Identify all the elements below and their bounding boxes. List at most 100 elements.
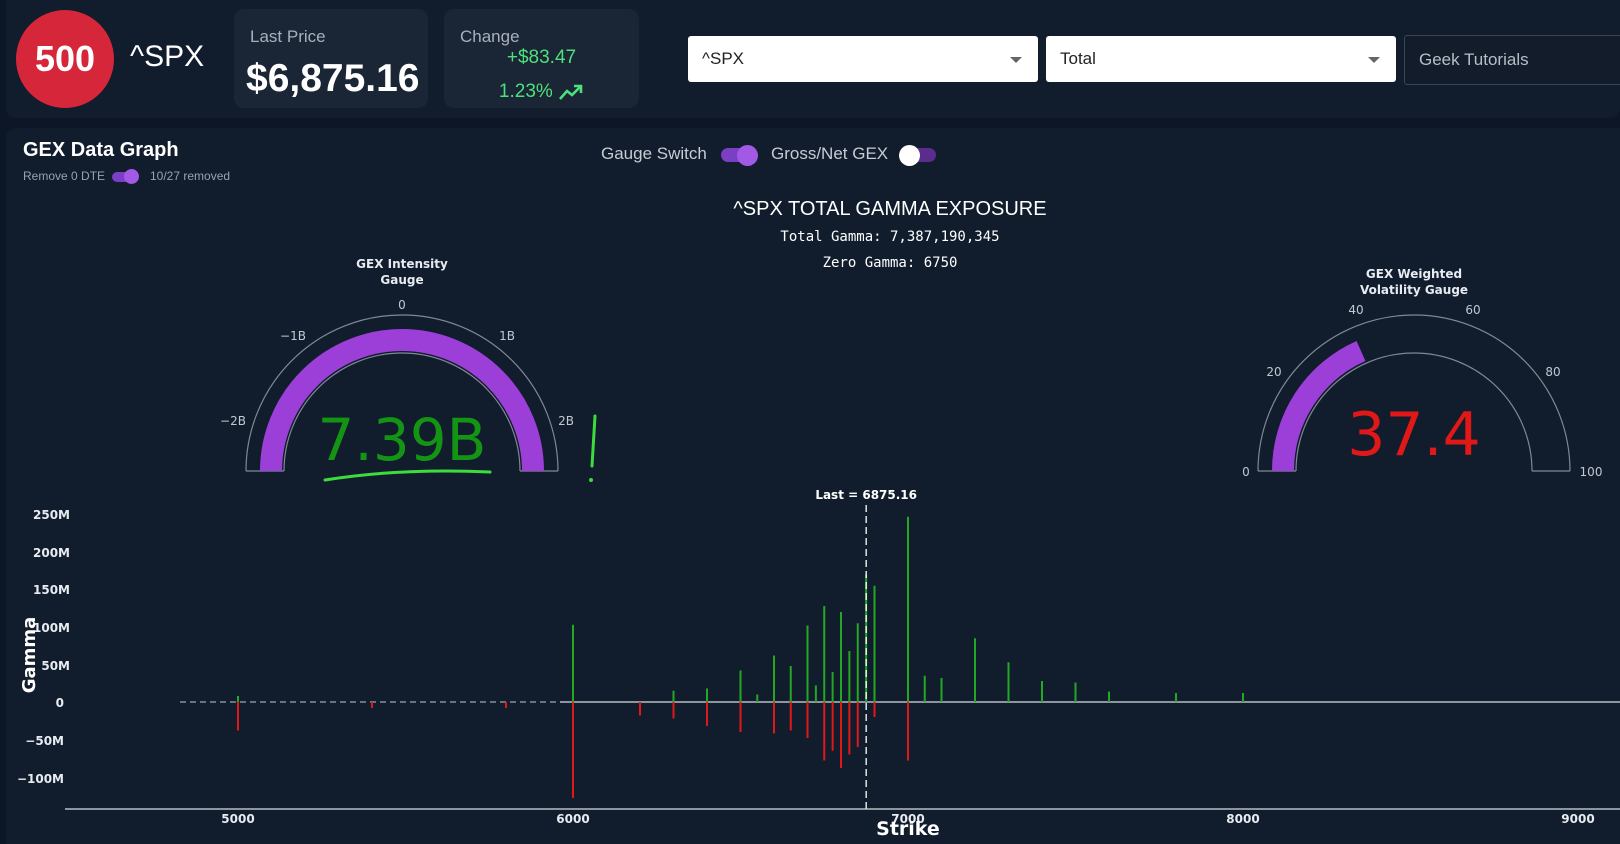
gamma-bar-positive	[923, 675, 926, 702]
gamma-bar-negative	[773, 702, 775, 734]
y-tick-150m: 150M	[33, 583, 70, 597]
graph-title: GEX Data Graph	[23, 139, 179, 161]
bars-group	[237, 516, 1244, 798]
gamma-bar-positive	[237, 696, 239, 702]
left-gauge-tick-0: 0	[398, 298, 406, 312]
gamma-bar-positive	[940, 678, 943, 702]
zero-gamma-text: Zero Gamma: 6750	[823, 255, 958, 271]
gross-net-label: Gross/Net GEX	[771, 144, 889, 163]
gamma-bar-positive	[856, 623, 859, 702]
gamma-bar-negative	[371, 702, 373, 708]
left-gauge-tick-neg1b: −1B	[280, 329, 306, 343]
y-tick-250m: 250M	[33, 508, 70, 522]
gauge-switch-knob	[737, 145, 758, 166]
remove-0dte-label: Remove 0 DTE	[23, 169, 106, 183]
right-gauge-outline	[1257, 314, 1571, 472]
left-gauge-tick-1b: 1B	[499, 329, 515, 343]
hand-exclamation-mark	[590, 414, 597, 468]
gamma-bar-positive	[1041, 681, 1043, 702]
geek-tutorials-label: Geek Tutorials	[1419, 50, 1529, 69]
gamma-bar-negative	[237, 702, 239, 731]
y-tick-neg100m: −100M	[17, 772, 64, 786]
left-gauge-tick-neg2b: −2B	[220, 414, 246, 428]
ticker-symbol: ^SPX	[130, 40, 205, 73]
hand-underline-mark	[323, 469, 492, 482]
y-tick-0: 0	[56, 696, 64, 710]
symbol-select-value: ^SPX	[702, 49, 744, 68]
gamma-bar-positive	[739, 670, 742, 702]
y-tick-neg50m: −50M	[25, 734, 64, 748]
total-gamma-text: Total Gamma: 7,387,190,345	[780, 229, 999, 245]
gamma-bar-negative	[856, 702, 859, 747]
x-tick-9000: 9000	[1561, 812, 1594, 826]
gamma-bar-positive	[756, 694, 759, 702]
right-gauge-title-2: Volatility Gauge	[1360, 283, 1468, 297]
trend-up-icon	[559, 84, 583, 100]
symbol-select[interactable]: ^SPX	[688, 36, 1038, 82]
left-gauge-outline	[245, 314, 559, 472]
gamma-bar-negative	[907, 702, 909, 761]
change-card: Change +$83.47 1.23%	[444, 9, 639, 108]
change-percent-row: 1.23%	[444, 81, 639, 103]
removed-count: 10/27 removed	[150, 169, 231, 183]
right-gauge-value: 37.4	[1347, 400, 1481, 470]
gamma-bar-positive	[1175, 693, 1177, 702]
remove-0dte-toggle-knob	[124, 169, 139, 184]
x-axis-label: Strike	[876, 818, 940, 840]
gamma-bar-negative	[840, 702, 842, 768]
y-tick-50m: 50M	[41, 659, 70, 673]
gamma-bar-negative	[672, 702, 675, 719]
gamma-bar-negative	[873, 702, 876, 717]
gamma-bar-positive	[773, 655, 775, 702]
right-gauge-inner-outline	[1295, 352, 1533, 472]
left-gauge-value: 7.39B	[318, 406, 487, 474]
type-select[interactable]: Total	[1046, 36, 1396, 82]
gex-volatility-gauge: GEX Weighted Volatility Gauge 0 20 40 60…	[1242, 267, 1602, 479]
gamma-bar-negative	[831, 702, 834, 751]
right-gauge-tick-100: 100	[1580, 465, 1603, 479]
right-gauge-bar	[1271, 340, 1366, 472]
gamma-bar-negative	[789, 702, 792, 731]
gamma-bar-positive	[831, 672, 834, 702]
change-label: Change	[460, 27, 520, 46]
x-tick-8000: 8000	[1226, 812, 1259, 826]
left-gauge-title-1: GEX Intensity	[356, 257, 448, 271]
y-tick-100m: 100M	[33, 621, 70, 635]
right-gauge-tick-20: 20	[1266, 365, 1281, 379]
gamma-bar-positive	[814, 685, 817, 702]
right-gauge-tick-40: 40	[1348, 303, 1363, 317]
gamma-bar-positive	[1007, 662, 1010, 702]
gamma-bar-negative	[706, 702, 708, 726]
gex-graph-panel	[6, 128, 1620, 844]
gamma-bar-negative	[505, 702, 507, 708]
left-gauge-bar	[260, 329, 544, 472]
gamma-bar-positive	[789, 666, 792, 702]
gamma-bar-negative	[823, 702, 826, 761]
right-gauge-tick-80: 80	[1545, 365, 1560, 379]
gamma-bar-negative	[639, 702, 641, 716]
geek-tutorials-button[interactable]: Geek Tutorials	[1404, 35, 1620, 85]
chevron-down-icon	[1010, 57, 1022, 63]
last-price-annotation: Last = 6875.16	[815, 488, 917, 502]
right-gauge-title-1: GEX Weighted	[1366, 267, 1462, 281]
left-gauge-title-2: Gauge	[380, 273, 423, 287]
type-select-value: Total	[1060, 49, 1096, 68]
gamma-bar-negative	[848, 702, 851, 755]
y-axis-label: Gamma	[19, 617, 40, 694]
change-percent: 1.23%	[498, 81, 553, 102]
gamma-bar-positive	[848, 651, 851, 702]
gamma-bar-chart: 250M 200M 150M 100M 50M 0 −50M −100M Gam…	[17, 488, 1620, 840]
x-tick-6000: 6000	[556, 812, 589, 826]
gamma-bar-positive	[1242, 693, 1244, 702]
change-amount: +$83.47	[506, 47, 577, 68]
gex-intensity-gauge: GEX Intensity Gauge 0 −1B 1B −2B 2B 7.39…	[220, 257, 597, 482]
left-gauge-tick-2b: 2B	[558, 414, 574, 428]
gamma-bar-positive	[823, 606, 826, 702]
left-gauge-inner-outline	[283, 352, 521, 472]
gamma-bar-positive	[806, 625, 809, 702]
last-price-value: $6,875.16	[246, 57, 420, 100]
logo-badge[interactable]: 500	[16, 10, 114, 108]
gamma-bar-positive	[873, 585, 876, 702]
right-gauge-tick-0: 0	[1242, 465, 1250, 479]
